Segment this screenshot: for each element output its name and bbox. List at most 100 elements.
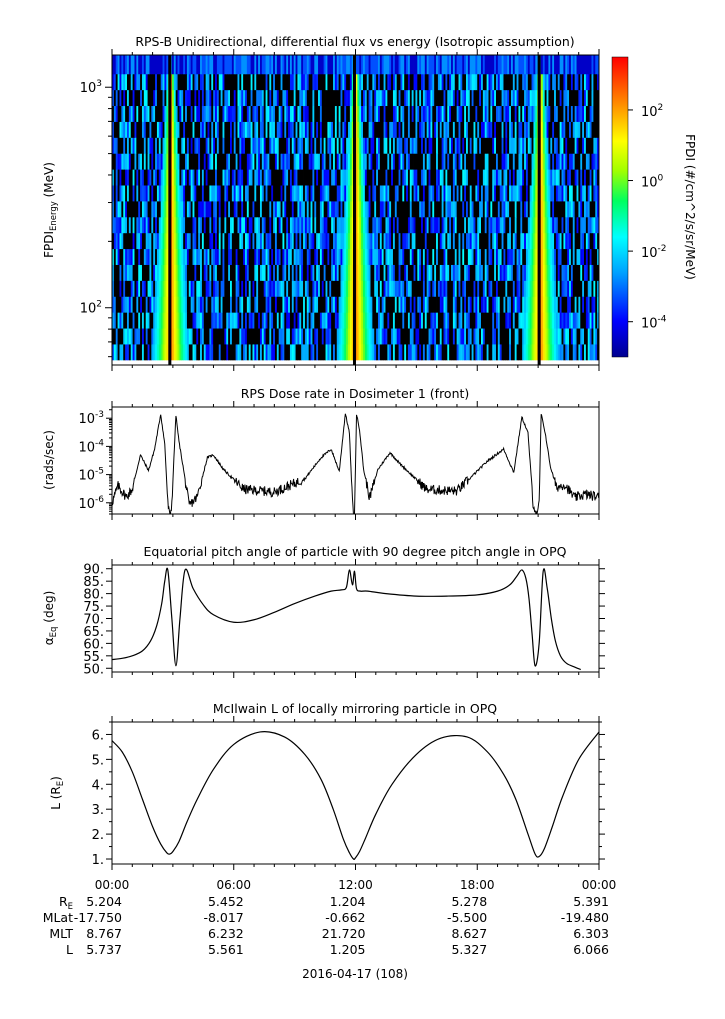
spectrogram-cell xyxy=(147,121,150,138)
spectrogram-cell xyxy=(318,232,321,250)
spectrogram-cell xyxy=(379,73,383,91)
spectrogram-cell xyxy=(321,280,325,297)
spectrogram-cell xyxy=(597,89,599,107)
spectrogram-cell xyxy=(289,121,293,138)
spectrogram-cell xyxy=(205,200,208,218)
spectrogram-cell xyxy=(466,248,469,265)
spectrogram-cell xyxy=(241,232,244,250)
spectrogram-cell xyxy=(244,216,248,234)
spectrogram-cell xyxy=(280,105,283,122)
spectrogram-cell xyxy=(383,328,386,345)
spectrogram-cell xyxy=(595,280,598,297)
spectrogram-cell xyxy=(432,264,435,281)
spectrogram-cell xyxy=(407,312,411,329)
spectrogram-cell xyxy=(215,344,218,361)
spectrogram-cell xyxy=(293,344,296,361)
spectrogram-cell xyxy=(488,137,491,154)
spectrogram-cell xyxy=(482,121,486,138)
spectrogram-cell xyxy=(415,121,418,138)
spectrogram-cell xyxy=(362,153,366,170)
spectrogram-cell xyxy=(482,153,486,170)
spectrogram-cell xyxy=(362,89,366,107)
spectrogram-cell xyxy=(239,280,242,297)
spectrogram-cell xyxy=(211,248,214,265)
spectrogram-cell xyxy=(258,153,261,170)
spectrogram-cell xyxy=(331,105,334,122)
spectrogram-cell xyxy=(578,264,581,281)
spectrogram-cell xyxy=(295,296,298,313)
spectrogram-cell xyxy=(271,89,274,107)
spectrogram-cell xyxy=(239,169,242,186)
spectrogram-cell xyxy=(406,280,409,297)
spectrogram-cell xyxy=(342,264,345,281)
spectrogram-cell xyxy=(413,200,416,218)
spectrogram-cell xyxy=(252,89,255,107)
spectrogram-cell xyxy=(407,232,411,250)
spectrogram-cell xyxy=(424,248,428,265)
spectrogram-cell xyxy=(462,137,465,154)
spectrogram-cell xyxy=(254,73,257,91)
spectrogram-cell xyxy=(385,232,388,250)
spectrogram-cell xyxy=(417,153,420,170)
spectrogram-cell xyxy=(183,312,186,329)
spectrogram-cell xyxy=(289,344,293,361)
spectrogram-cell xyxy=(542,153,546,170)
spectrogram-cell xyxy=(323,185,326,202)
spectrogram-cell xyxy=(426,328,429,345)
spectrogram-cell xyxy=(121,55,124,75)
spectrogram-cell xyxy=(274,312,278,329)
spectrogram-cell xyxy=(140,344,143,361)
spectrogram-cell xyxy=(278,232,281,250)
spectrogram-cell xyxy=(276,153,280,170)
spectrogram-cell xyxy=(392,248,396,265)
spectrogram-cell xyxy=(259,105,263,122)
spectrogram-cell xyxy=(250,216,253,234)
spectrogram-cell xyxy=(565,169,568,186)
spectrogram-cell xyxy=(567,312,570,329)
spectrogram-cell xyxy=(164,296,167,313)
spectrogram-cell xyxy=(349,121,353,138)
spectrogram-cell xyxy=(516,55,519,75)
spectrogram-cell xyxy=(424,121,428,138)
spectrogram-cell xyxy=(572,232,576,250)
spectrogram-cell xyxy=(392,153,396,170)
spectrogram-cell xyxy=(288,280,291,297)
spectrogram-cell xyxy=(138,296,141,313)
spectrogram-cell xyxy=(250,89,253,107)
spectrogram-cell xyxy=(267,232,270,250)
spectrogram-cell xyxy=(460,137,463,154)
spectrogram-cell xyxy=(443,296,446,313)
spectrogram-cell xyxy=(344,232,347,250)
spectrogram-cell xyxy=(409,137,413,154)
spectrogram-cell xyxy=(351,73,355,91)
spectrogram-cell xyxy=(570,137,574,154)
spectrogram-cell xyxy=(308,55,311,75)
spectrogram-cell xyxy=(503,73,506,91)
spectrogram-cell xyxy=(143,296,147,313)
spectrogram-cell xyxy=(578,344,581,361)
spectrogram-cell xyxy=(162,200,165,218)
spectrogram-cell xyxy=(213,55,216,75)
spectrogram-cell xyxy=(376,137,379,154)
spectrogram-cell xyxy=(492,328,495,345)
spectrogram-cell xyxy=(351,121,355,138)
spectrogram-cell xyxy=(548,344,551,361)
spectrogram-cell xyxy=(421,248,424,265)
spectrogram-cell xyxy=(295,153,298,170)
spectrogram-cell xyxy=(552,153,555,170)
spectrogram-cell xyxy=(215,296,218,313)
spectrogram-cell xyxy=(342,280,345,297)
spectrogram-cell xyxy=(494,248,497,265)
spectrogram-cell xyxy=(243,73,246,91)
spectrogram-cell xyxy=(557,200,561,218)
spectrogram-cell xyxy=(280,137,283,154)
spectrogram-cell xyxy=(374,280,377,297)
spectrogram-cell xyxy=(540,216,544,234)
spectrogram-cell xyxy=(488,264,491,281)
spectrogram-cell xyxy=(132,89,135,107)
spectrogram-cell xyxy=(241,105,244,122)
spectrogram-cell xyxy=(480,121,484,138)
spectrogram-cell xyxy=(569,137,572,154)
spectrogram-cell xyxy=(400,280,403,297)
spectrogram-gap xyxy=(537,55,541,365)
